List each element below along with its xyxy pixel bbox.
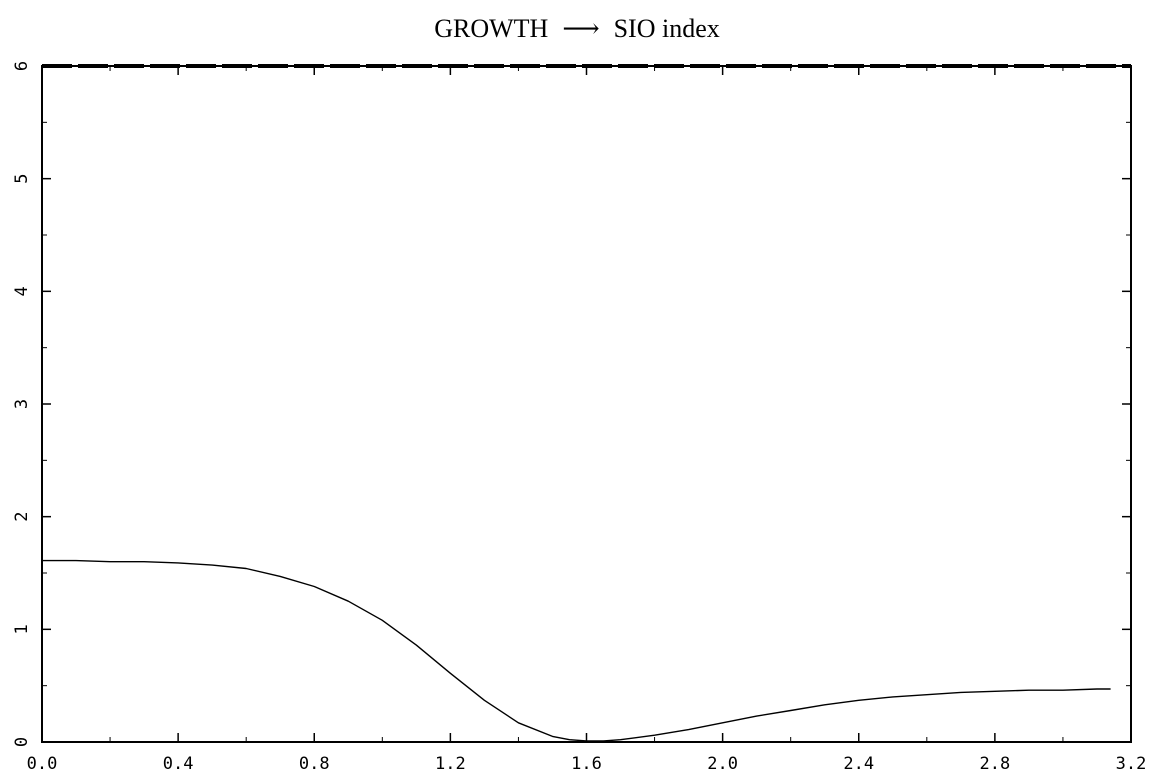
title-right-text: SIO index — [613, 14, 720, 43]
axes — [41, 64, 1132, 743]
ticks — [41, 65, 1132, 743]
x-tick-label: 0.4 — [163, 754, 194, 774]
y-tick-label: 2 — [12, 512, 32, 522]
y-tick-label: 5 — [12, 174, 32, 184]
y-tick-label: 6 — [12, 61, 32, 71]
series-line — [42, 559, 1111, 742]
y-tick-label: 4 — [12, 286, 32, 296]
chart-title: GROWTH ⟶ SIO index — [0, 10, 1154, 48]
x-tick-label: 2.8 — [980, 754, 1011, 774]
right-arrow-icon: ⟶ — [562, 14, 600, 43]
x-tick-label: 1.6 — [571, 754, 602, 774]
x-tick-label: 2.4 — [843, 754, 874, 774]
x-tick-label: 0.0 — [27, 754, 58, 774]
x-tick-label: 2.0 — [707, 754, 738, 774]
series — [42, 559, 1111, 742]
title-left-text: GROWTH — [434, 14, 549, 43]
y-tick-label: 0 — [12, 737, 32, 747]
y-tick-label: 1 — [12, 624, 32, 634]
y-tick-label: 3 — [12, 399, 32, 409]
x-tick-label: 3.2 — [1116, 754, 1147, 774]
x-tick-label: 0.8 — [299, 754, 330, 774]
tick-labels: 0.0 0.4 0.8 1.2 1.6 2.0 2.4 2.8 3.2 0 1 2 3 4 5 6 — [12, 61, 1146, 774]
x-tick-label: 1.2 — [435, 754, 466, 774]
plot-frame — [41, 65, 1132, 743]
